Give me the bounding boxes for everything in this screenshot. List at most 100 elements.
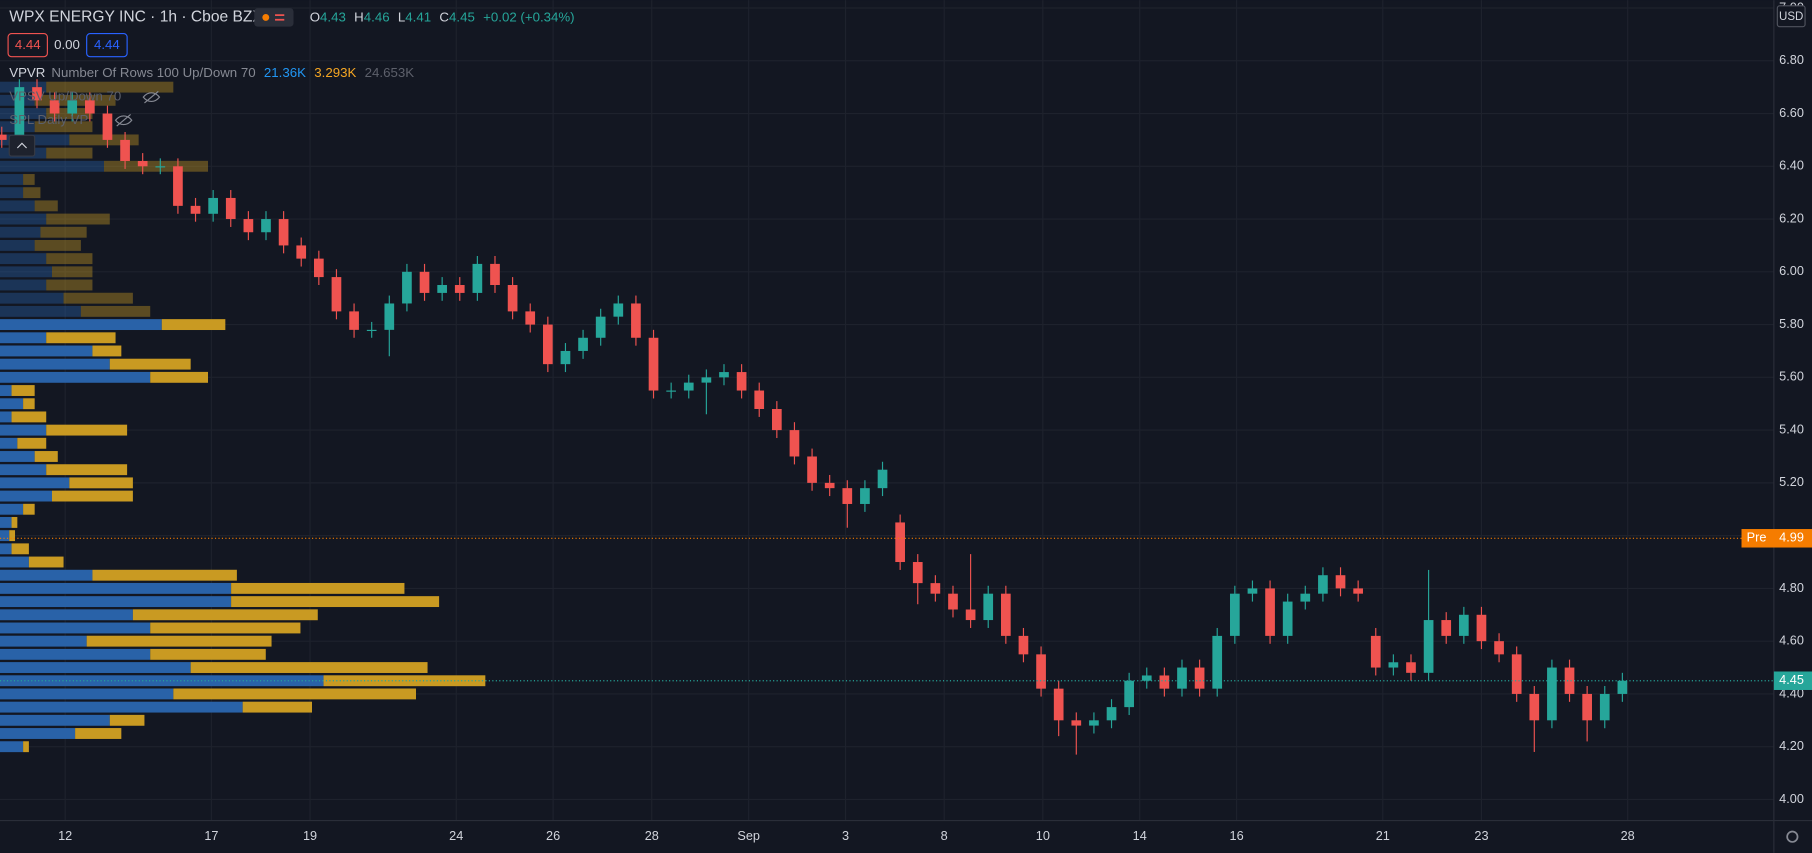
indicator-name: VPVR [9, 64, 45, 79]
candle-body [67, 100, 78, 114]
profile-up-bar [0, 596, 232, 608]
candle-body [1265, 588, 1275, 636]
candles [0, 79, 1628, 755]
profile-down-bar [34, 239, 81, 251]
candle-body [1406, 662, 1416, 673]
candle-body [560, 350, 571, 365]
candle-body [807, 456, 817, 483]
hidden-indicator[interactable]: SPL Daily VP [9, 112, 88, 127]
candle-body [1212, 635, 1223, 689]
y-tick-label: 4.00 [1779, 791, 1804, 806]
profile-down-bar [34, 200, 58, 212]
profile-down-bar [46, 279, 93, 291]
candle-body [331, 277, 342, 312]
x-tick-label: 28 [645, 828, 659, 843]
hidden-indicator[interactable]: VPSV Up/Down 70 [9, 89, 121, 104]
candle-body [225, 197, 236, 220]
profile-up-bar [0, 385, 12, 396]
ohlc-legend: O4.43 H4.46 L4.41 C4.45 +0.02 (+0.34%) [310, 9, 575, 24]
profile-up-bar [0, 662, 191, 673]
profile-up-bar [0, 345, 93, 357]
profile-down-bar [92, 569, 237, 581]
profile-down-bar [75, 728, 122, 739]
profile-down-bar [231, 596, 440, 608]
candle-body [1141, 675, 1152, 681]
candle-body [965, 609, 976, 621]
spread: 0.00 [54, 37, 80, 52]
profile-down-bar [190, 662, 428, 673]
candle-body [313, 258, 324, 278]
pre-market-label: Pre [1747, 530, 1767, 545]
indicator-legend[interactable]: VPVR Number Of Rows 100 Up/Down 70 21.36… [9, 64, 414, 79]
profile-up-bar [0, 437, 18, 449]
x-tick-label: 14 [1133, 828, 1147, 843]
candle-body [1036, 654, 1046, 689]
candle-body [1194, 667, 1205, 689]
profile-down-bar [34, 121, 93, 133]
axes: 4.004.204.404.604.805.005.205.405.605.80… [58, 0, 1812, 843]
ohlc-label: L [398, 9, 405, 24]
profile-up-bar [0, 477, 70, 489]
candle-body [1089, 720, 1099, 726]
ohlc-label: C [439, 9, 449, 24]
sell-box[interactable] [7, 33, 48, 58]
y-tick-label: 4.20 [1779, 738, 1804, 753]
profile-down-bar [242, 701, 312, 713]
profile-down-bar [23, 398, 35, 410]
candle-body [1124, 680, 1134, 708]
down-volume: 3.293K [314, 64, 356, 79]
price-lines [0, 537, 1774, 682]
hidden-eye-icon[interactable] [142, 90, 161, 104]
profile-down-bar [11, 411, 47, 423]
ohlc-value: 4.43 [320, 9, 346, 24]
profile-up-bar [0, 556, 29, 568]
hidden-eye-icon[interactable] [114, 114, 133, 127]
currency-box[interactable] [1776, 5, 1806, 28]
symbol-title[interactable]: WPX ENERGY INC · 1h · Cboe BZX [9, 9, 263, 26]
profile-down-bar [46, 424, 128, 436]
candle-body [666, 390, 676, 392]
x-tick-label: 19 [303, 828, 317, 843]
candle-body [1617, 680, 1628, 694]
candle-body [683, 382, 694, 391]
ohlc-value: 4.46 [364, 9, 390, 24]
collapse-button[interactable] [8, 134, 36, 157]
profile-down-bar [92, 345, 122, 357]
candle-body [860, 488, 870, 504]
candle-body [173, 166, 183, 206]
y-tick-label: 5.20 [1779, 474, 1804, 489]
candle-body [384, 303, 395, 330]
profile-up-bar [0, 701, 243, 713]
profile-up-bar [0, 160, 104, 172]
profile-down-bar [23, 174, 35, 185]
profile-down-bar [63, 292, 133, 304]
candle-body [701, 377, 712, 383]
pre-market-tag [1741, 529, 1812, 548]
candle-body [578, 337, 588, 351]
market-status-icon[interactable] [254, 8, 294, 27]
y-tick-label: 5.40 [1779, 421, 1804, 436]
candle-body [1494, 641, 1504, 655]
status-lines [275, 14, 285, 21]
profile-up-bar [0, 332, 47, 344]
profile-up-bar [0, 741, 24, 753]
profile-up-bar [0, 714, 110, 726]
candle-body [1388, 662, 1399, 668]
buy-box[interactable] [86, 33, 128, 58]
candle-body [983, 593, 994, 621]
candle-body [648, 337, 659, 391]
profile-up-bar [0, 213, 47, 225]
candle-body [137, 161, 148, 167]
candle-body [472, 263, 483, 293]
candle-body [1335, 575, 1346, 589]
candle-body [32, 87, 42, 101]
profile-up-bar [0, 609, 133, 621]
y-tick-label: 6.40 [1779, 158, 1804, 173]
profile-up-bar [0, 411, 12, 423]
candle-body [1300, 593, 1311, 602]
candle-body [842, 488, 853, 504]
candle-body [1247, 588, 1258, 594]
y-tick-label: 6.80 [1779, 52, 1804, 67]
settings-icon[interactable] [1786, 830, 1799, 843]
y-tick-label: 6.20 [1779, 210, 1804, 225]
